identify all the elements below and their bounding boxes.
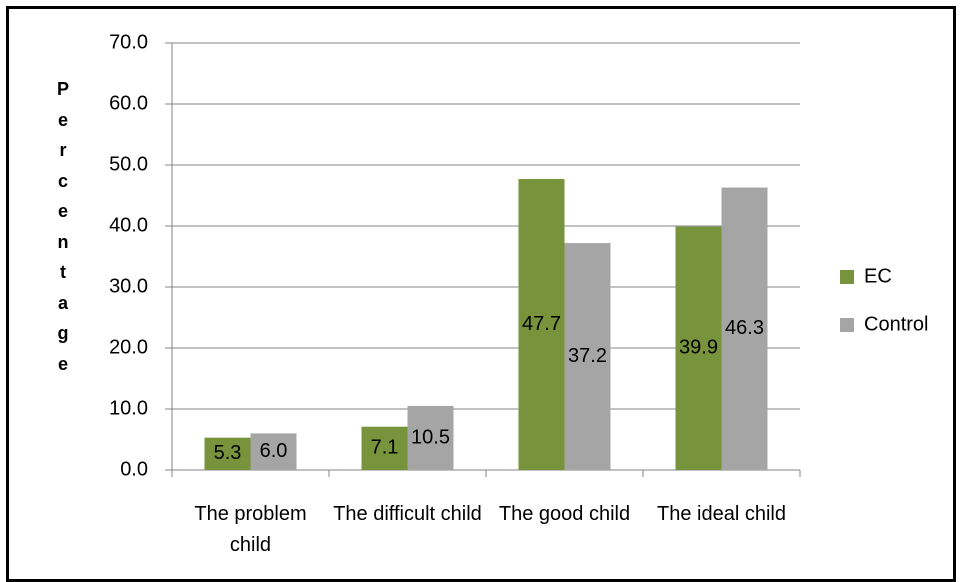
data-label: 10.5 — [411, 426, 450, 448]
y-tick-label: 20.0 — [109, 336, 148, 358]
y-tick-label: 10.0 — [109, 397, 148, 419]
y-tick-label: 40.0 — [109, 214, 148, 236]
y-tick-label: 0.0 — [120, 458, 148, 480]
data-label: 39.9 — [679, 337, 718, 359]
x-tick-label: The good child — [498, 503, 631, 525]
legend-label: EC — [864, 265, 892, 287]
chart-frame — [6, 6, 956, 582]
legend-label: Control — [864, 313, 928, 335]
y-tick-label: 60.0 — [109, 92, 148, 114]
y-tick-label: 70.0 — [109, 31, 148, 53]
data-label: 47.7 — [522, 313, 561, 335]
bar — [204, 437, 251, 470]
data-label: 5.3 — [214, 442, 242, 464]
data-label: 7.1 — [371, 437, 399, 459]
y-tick-label: 30.0 — [109, 275, 148, 297]
y-axis-label: Percentage — [56, 79, 69, 374]
bar — [250, 433, 297, 470]
bar — [518, 179, 565, 470]
bar — [361, 426, 408, 470]
legend-swatch — [840, 270, 854, 284]
x-tick-label: The difficult child — [333, 503, 482, 525]
bar — [407, 405, 454, 470]
y-tick-label: 50.0 — [109, 153, 148, 175]
bar — [675, 226, 722, 470]
bar — [721, 187, 768, 470]
data-label: 46.3 — [725, 317, 764, 339]
legend-swatch — [840, 318, 854, 332]
data-label: 6.0 — [260, 440, 288, 462]
bar — [564, 243, 611, 470]
data-label: 37.2 — [568, 345, 607, 367]
x-tick-label: The problem child — [194, 503, 307, 556]
x-tick-label: The ideal child — [657, 503, 786, 525]
